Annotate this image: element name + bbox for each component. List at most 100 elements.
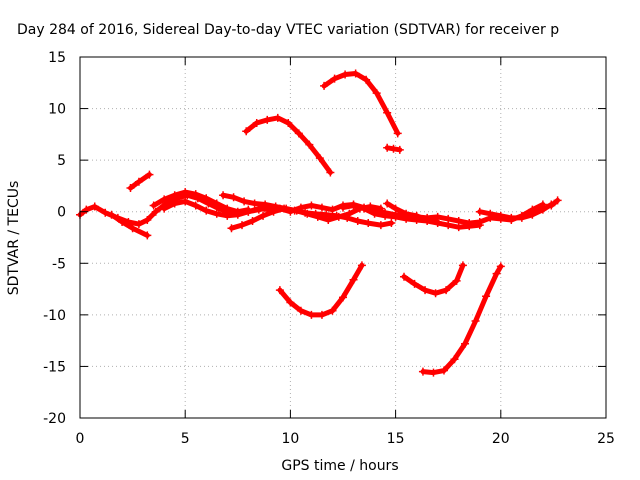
x-tick-label: 20 <box>492 431 510 447</box>
chart-title: Day 284 of 2016, Sidereal Day-to-day VTE… <box>17 22 559 38</box>
data-point <box>252 119 261 128</box>
plot-frame <box>79 56 607 419</box>
data-point <box>307 201 316 210</box>
data-point <box>317 310 326 319</box>
data-point <box>326 168 335 177</box>
data-point <box>538 205 547 214</box>
data-point <box>402 209 411 218</box>
data-point <box>452 276 461 285</box>
data-point <box>391 204 400 213</box>
data-point <box>223 204 232 213</box>
data-point <box>223 211 232 220</box>
series-line <box>548 197 561 208</box>
series-line <box>277 262 365 318</box>
x-tick-label: 10 <box>281 431 299 447</box>
series-arc-n <box>383 143 404 154</box>
series-arc-e <box>160 197 274 220</box>
data-point <box>328 205 337 214</box>
data-point <box>273 113 282 122</box>
data-point <box>486 209 495 218</box>
data-point <box>364 219 373 228</box>
data-point <box>170 191 179 200</box>
x-tick-label: 15 <box>387 431 405 447</box>
data-point <box>376 221 385 230</box>
data-point <box>353 216 362 225</box>
data-point <box>315 154 324 163</box>
x-tick-label: 5 <box>181 431 190 447</box>
data-point <box>339 203 347 212</box>
data-point <box>381 211 390 220</box>
series-arc-i <box>383 199 442 227</box>
data-point <box>547 201 556 210</box>
data-point <box>517 213 526 222</box>
data-point <box>317 203 326 212</box>
data-point <box>339 293 347 302</box>
series-line <box>151 189 251 215</box>
data-point <box>244 207 253 216</box>
data-point <box>101 208 110 217</box>
data-point <box>134 177 143 186</box>
data-point <box>107 210 116 219</box>
data-point <box>528 210 537 219</box>
data-point <box>341 70 350 79</box>
series-arc-p <box>400 261 467 298</box>
data-point <box>290 206 299 215</box>
series-arc-l <box>242 113 335 177</box>
data-point <box>482 292 491 301</box>
data-point <box>227 224 236 233</box>
data-point <box>170 199 179 208</box>
y-tick-label: -15 <box>43 359 66 375</box>
data-point <box>395 145 404 154</box>
data-point <box>202 206 211 215</box>
data-point <box>349 275 358 284</box>
data-point <box>259 211 268 220</box>
series-line <box>229 206 394 231</box>
data-point <box>349 201 358 210</box>
data-point <box>372 89 381 98</box>
data-point <box>128 224 137 233</box>
data-point <box>383 143 392 152</box>
x-axis-label: GPS time / hours <box>281 458 398 474</box>
series-arc-g <box>227 204 396 233</box>
series-line <box>420 263 504 376</box>
series-arc-k <box>547 196 562 210</box>
data-point <box>219 191 228 200</box>
data-point <box>280 204 289 213</box>
data-point <box>439 366 448 375</box>
data-point <box>250 199 259 208</box>
data-point <box>507 213 516 222</box>
data-point <box>496 211 505 220</box>
data-point <box>242 127 251 136</box>
data-point <box>284 119 293 128</box>
series-line <box>77 192 546 227</box>
data-point <box>376 204 385 213</box>
data-point <box>450 355 459 364</box>
data-point <box>421 286 430 295</box>
data-point <box>311 209 320 218</box>
data-point <box>370 209 379 218</box>
data-point <box>212 199 221 208</box>
data-point <box>332 211 341 220</box>
series-arc-m <box>320 69 402 138</box>
data-point <box>240 197 249 206</box>
y-axis-label: SDTVAR / TECUs <box>6 181 22 296</box>
data-point <box>263 115 272 124</box>
data-point <box>458 261 467 270</box>
data-point <box>442 286 451 295</box>
series-arc-b <box>107 210 152 240</box>
data-point <box>229 193 238 202</box>
data-point <box>475 207 484 216</box>
data-point <box>429 368 438 377</box>
data-point <box>391 212 400 221</box>
data-point <box>410 279 419 288</box>
y-tick-label: 0 <box>57 205 66 221</box>
data-point <box>126 183 135 192</box>
data-point <box>275 286 284 295</box>
data-point <box>423 215 432 224</box>
data-point <box>431 289 440 298</box>
series-arc-a <box>76 191 547 229</box>
data-point <box>294 129 303 138</box>
data-point <box>134 220 143 229</box>
data-point <box>328 306 337 315</box>
data-point <box>160 204 169 213</box>
